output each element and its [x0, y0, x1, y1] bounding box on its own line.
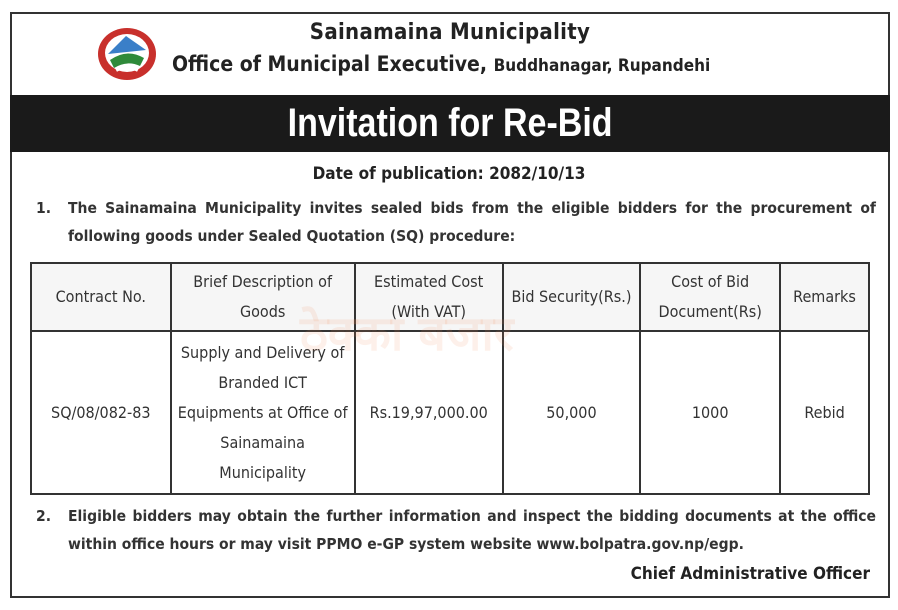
municipality-emblem-logo [98, 28, 156, 80]
col-doc-cost: Cost of Bid Document(Rs) [639, 262, 782, 332]
office-location: Buddhanagar, Rupandehi [493, 56, 711, 76]
table-row: SQ/08/082-83 Supply and Delivery of Bran… [30, 330, 870, 495]
col-bid-security: Bid Security(Rs.) [501, 262, 642, 332]
cell-estimated-cost: Rs.19,97,000.00 [353, 330, 504, 495]
office-name: Office of Municipal Executive, Buddhanag… [172, 52, 711, 76]
cell-doc-cost: 1000 [639, 330, 782, 495]
cell-remarks: Rebid [779, 330, 870, 495]
bid-table: Contract No. Brief Description of Goods … [30, 262, 870, 495]
cell-bid-security: 50,000 [501, 330, 642, 495]
org-name: Sainamaina Municipality [309, 20, 591, 45]
col-description: Brief Description of Goods [169, 262, 356, 332]
paragraph-2: 2. Eligible bidders may obtain the furth… [36, 507, 876, 553]
cell-description: Supply and Delivery of Branded ICT Equip… [169, 330, 356, 495]
col-remarks: Remarks [779, 262, 870, 332]
notice-title: Invitation for Re-Bid [10, 95, 890, 152]
col-contract-no: Contract No. [30, 262, 172, 332]
notice-frame [10, 12, 890, 598]
col-estimated-cost: Estimated Cost (With VAT) [353, 262, 504, 332]
signature: Chief Administrative Officer [630, 564, 870, 584]
paragraph-1: 1. The Sainamaina Municipality invites s… [36, 199, 876, 245]
cell-contract-no: SQ/08/082-83 [30, 330, 172, 495]
table-header-row: Contract No. Brief Description of Goods … [30, 262, 870, 332]
publication-date: Date of publication: 2082/10/13 [312, 164, 586, 184]
